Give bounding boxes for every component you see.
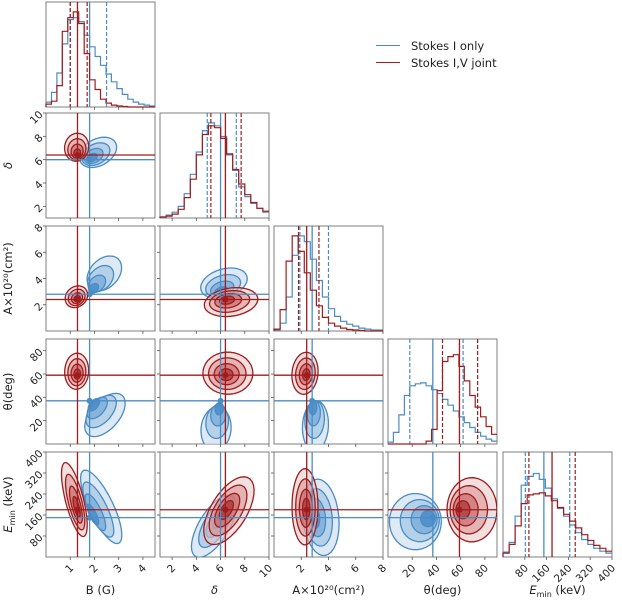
y-tick-label: 4: [32, 274, 45, 287]
x-tick-label: 320: [574, 562, 597, 585]
contour-level-4-stokes-i: [420, 510, 436, 528]
y-axis-label-delta: δ: [1, 162, 15, 169]
x-axis-label-theta: θ(deg): [424, 583, 462, 597]
y-tick-label: 2: [32, 202, 45, 215]
y-tick-label: 8: [32, 222, 45, 235]
y-tick-label: 8: [32, 132, 45, 145]
histogram-joint: [273, 235, 383, 332]
x-tick-label: 4: [321, 562, 334, 575]
x-tick-label: 80: [473, 562, 491, 580]
panel-theta-vs-delta: [157, 338, 270, 447]
y-tick-label: 320: [23, 469, 46, 492]
y-tick-label: 400: [23, 448, 46, 471]
x-tick-label: 40: [425, 562, 443, 580]
x-tick-label: 6: [213, 562, 226, 575]
panel-Emin-vs-Emin: 80 160 240 320 400: [502, 451, 618, 585]
x-axis-label-A: A×10²⁰(cm²): [292, 583, 364, 597]
y-tick-label: 6: [32, 248, 45, 261]
panel-delta-vs-delta: [159, 112, 270, 221]
x-tick-label: 2: [87, 562, 100, 575]
panel-Emin-vs-A: 2 4 6 8: [271, 451, 389, 576]
x-tick-label: 4: [189, 562, 202, 575]
panel-Emin-vs-theta: 20 40 60 80: [385, 451, 498, 580]
y-tick-label: 240: [23, 490, 46, 513]
histogram-joint: [45, 11, 155, 108]
x-tick-label: 6: [349, 562, 362, 575]
panel-theta-vs-A: [271, 338, 384, 447]
x-tick-label: 2: [294, 562, 307, 575]
legend-entry-stokes-iv: Stokes I,V joint: [376, 54, 497, 71]
x-tick-label: 60: [449, 562, 467, 580]
x-axis-label-B: B (G): [86, 583, 115, 597]
x-tick-label: 20: [400, 562, 418, 580]
legend-entry-stokes-i: Stokes I only: [376, 37, 497, 54]
panel-B-vs-B: [45, 1, 156, 110]
panel-A-vs-B: 2 4 6 8: [32, 222, 156, 334]
histogram-stokes-i: [273, 235, 383, 331]
y-tick-label: 4: [32, 179, 45, 192]
x-axis-label-Emin: Emin (keV): [529, 583, 585, 599]
legend-label-stokes-iv: Stokes I,V joint: [411, 55, 497, 70]
y-tick-label: 2: [32, 301, 45, 314]
x-tick-label: 1: [63, 562, 76, 575]
histogram-joint: [159, 125, 269, 218]
y-axis-label-A: A×10²⁰(cm²): [1, 242, 15, 314]
x-tick-label: 400: [595, 562, 618, 585]
x-tick-label: 8: [238, 562, 251, 575]
contour-group: [200, 351, 254, 444]
x-tick-label: 8: [376, 562, 389, 575]
y-tick-label: 60: [28, 370, 46, 388]
legend-swatch-stokes-i: [376, 45, 400, 46]
x-tick-label: 240: [552, 562, 575, 585]
x-tick-label: 3: [112, 562, 125, 575]
panel-A-vs-delta: [157, 225, 270, 334]
panel-A-vs-A: [273, 225, 384, 334]
panel-delta-vs-B: 2 4 6 8 10: [28, 109, 156, 221]
y-tick-label: 160: [23, 511, 46, 534]
histogram-joint: [502, 492, 612, 557]
y-tick-label: 80: [28, 532, 46, 550]
y-tick-label: 20: [28, 416, 46, 434]
legend-swatch-stokes-iv: [376, 62, 400, 63]
x-tick-label: 160: [530, 562, 553, 585]
panel-theta-vs-B: 20 40 60 80: [28, 338, 156, 447]
legend: Stokes I only Stokes I,V joint: [376, 37, 497, 71]
histogram-joint: [388, 354, 497, 445]
y-tick-label: 40: [28, 393, 46, 411]
y-axis-label-Emin: Emin (keV): [1, 476, 17, 532]
x-tick-label: 10: [257, 562, 275, 580]
y-tick-label: 6: [32, 155, 45, 168]
x-tick-label: 2: [165, 562, 178, 575]
y-axis-label-theta: θ(deg): [1, 373, 15, 411]
x-axis-label-delta: δ: [211, 583, 218, 597]
x-tick-label: 80: [513, 562, 531, 580]
legend-label-stokes-i: Stokes I only: [411, 38, 485, 53]
panel-theta-vs-theta: [387, 338, 498, 447]
x-tick-label: 4: [136, 562, 149, 575]
y-tick-label: 10: [28, 109, 46, 127]
contour-group: [64, 352, 126, 438]
contour-level-4-stokes-i: [214, 401, 225, 416]
y-tick-label: 80: [28, 346, 46, 364]
panel-Emin-vs-delta: 2 4 6 8 10: [157, 451, 275, 580]
